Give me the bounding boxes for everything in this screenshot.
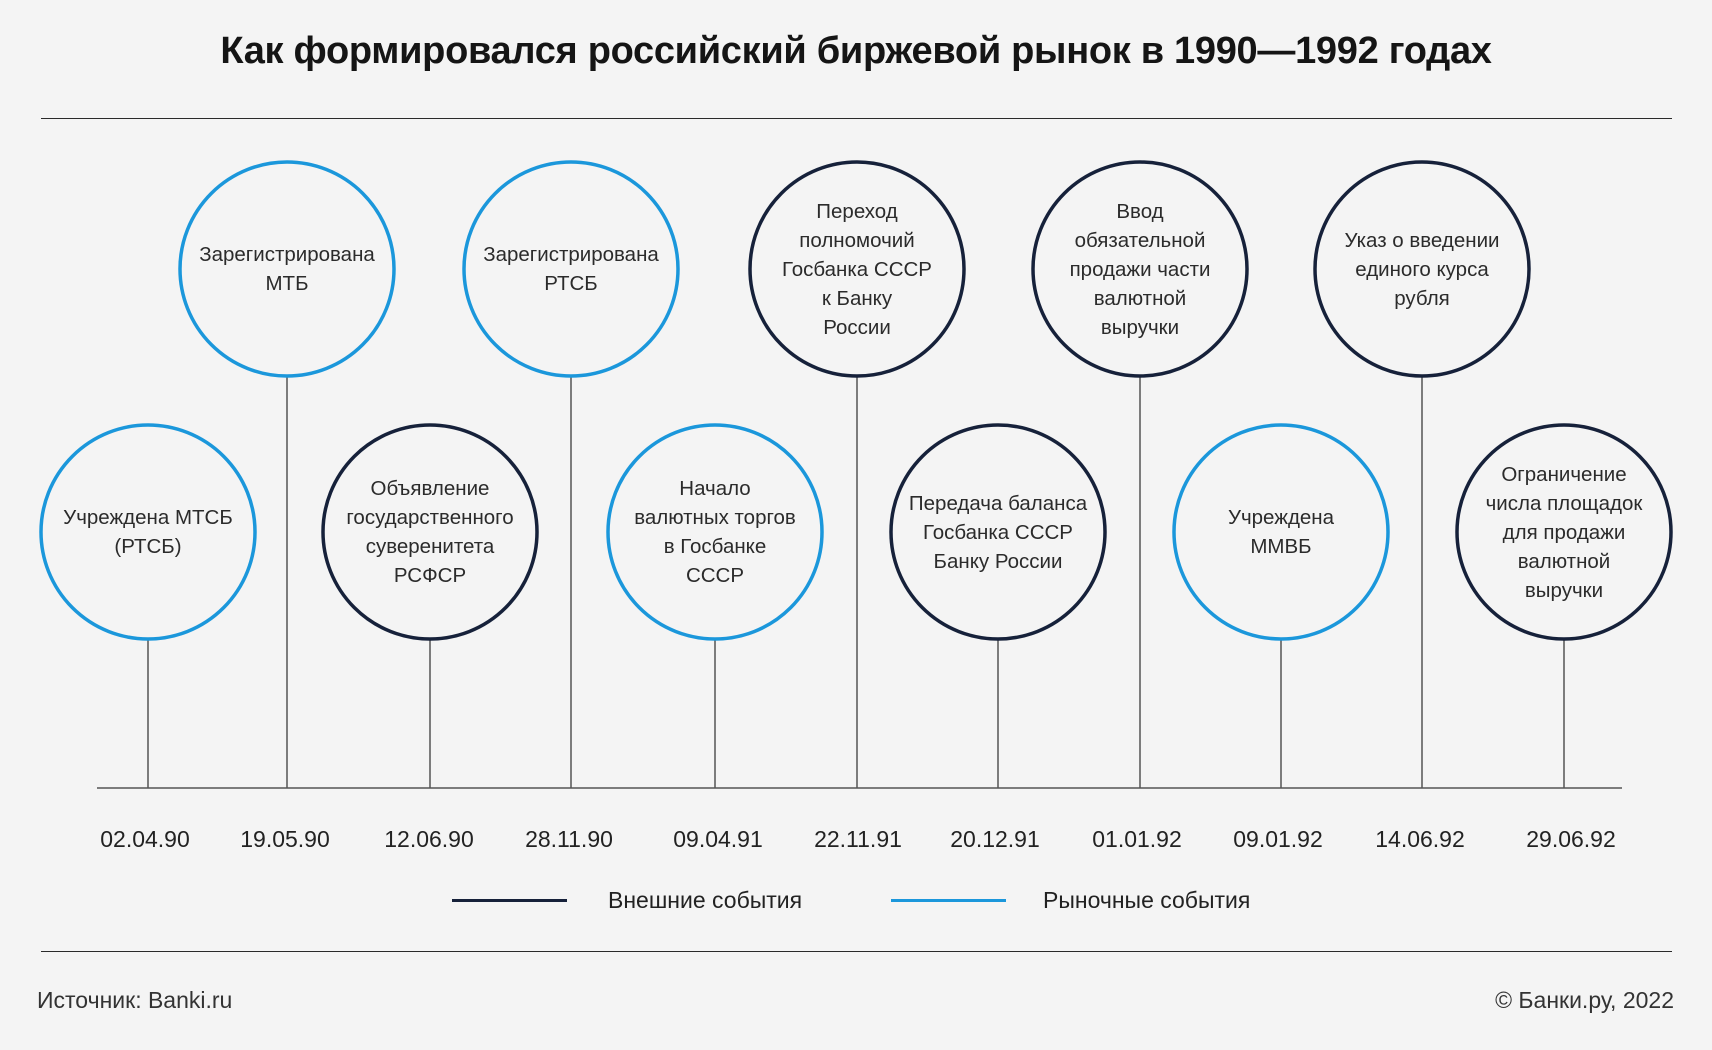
chart-title: Как формировался российский биржевой рын… — [220, 30, 1492, 72]
legend-swatch-external — [452, 899, 567, 902]
event-date: 01.01.92 — [1092, 826, 1182, 852]
event-date: 28.11.90 — [525, 826, 613, 852]
event-date: 09.01.92 — [1233, 826, 1323, 852]
event-date: 09.04.91 — [673, 826, 763, 852]
event-label: Указ о введении единого курса рубля — [1344, 228, 1500, 310]
market-event-circle — [39, 423, 257, 641]
external-event-circle — [1031, 160, 1249, 378]
source-note: Источник: Banki.ru — [37, 987, 233, 1013]
event-label: Переход полномочий Госбанка СССР к Банку Рос… — [782, 199, 932, 339]
event-date: 19.05.90 — [240, 826, 330, 852]
event-circles — [39, 160, 1673, 641]
event-label: Ввод обязательной продажи части валютной выр… — [1069, 199, 1211, 339]
event-label: Зарегистрирована РТСБ — [483, 243, 659, 295]
market-event-circle — [1172, 423, 1390, 641]
legend-swatch-market — [891, 899, 1006, 902]
event-date: 20.12.91 — [950, 826, 1040, 852]
external-event-circle — [748, 160, 966, 378]
external-event-circle — [321, 423, 539, 641]
market-event-circle — [462, 160, 680, 378]
event-label: Учреждена ММВБ — [1227, 506, 1335, 558]
event-label: Ограничение числа площадок для продажи валю… — [1485, 462, 1643, 602]
market-event-circle — [606, 423, 824, 641]
bottom-divider — [41, 951, 1672, 952]
top-divider — [41, 118, 1672, 119]
external-event-circle — [889, 423, 1107, 641]
event-label: Передача баланса Госбанка СССР Банку Росси… — [908, 491, 1088, 573]
event-date: 12.06.90 — [384, 826, 474, 852]
event-date: 29.06.92 — [1526, 826, 1616, 852]
external-event-circle — [1313, 160, 1531, 378]
legend-label-external: Внешние события — [608, 887, 803, 913]
event-label: Учреждена МТСБ (РТСБ) — [63, 506, 233, 558]
event-date: 14.06.92 — [1375, 826, 1465, 852]
copyright-note: © Банки.ру, 2022 — [1495, 987, 1674, 1013]
event-date: 22.11.91 — [814, 826, 902, 852]
connector-lines — [147, 376, 1565, 788]
event-label: Зарегистрирована МТБ — [199, 243, 375, 295]
market-event-circle — [178, 160, 396, 378]
event-label: Объявление государственного суверенитета РС… — [346, 477, 514, 587]
event-label: Начало валютных торгов в Госбанке СССР — [634, 477, 796, 587]
event-date: 02.04.90 — [100, 826, 190, 852]
legend-label-market: Рыночные события — [1043, 887, 1251, 913]
external-event-circle — [1455, 423, 1673, 641]
